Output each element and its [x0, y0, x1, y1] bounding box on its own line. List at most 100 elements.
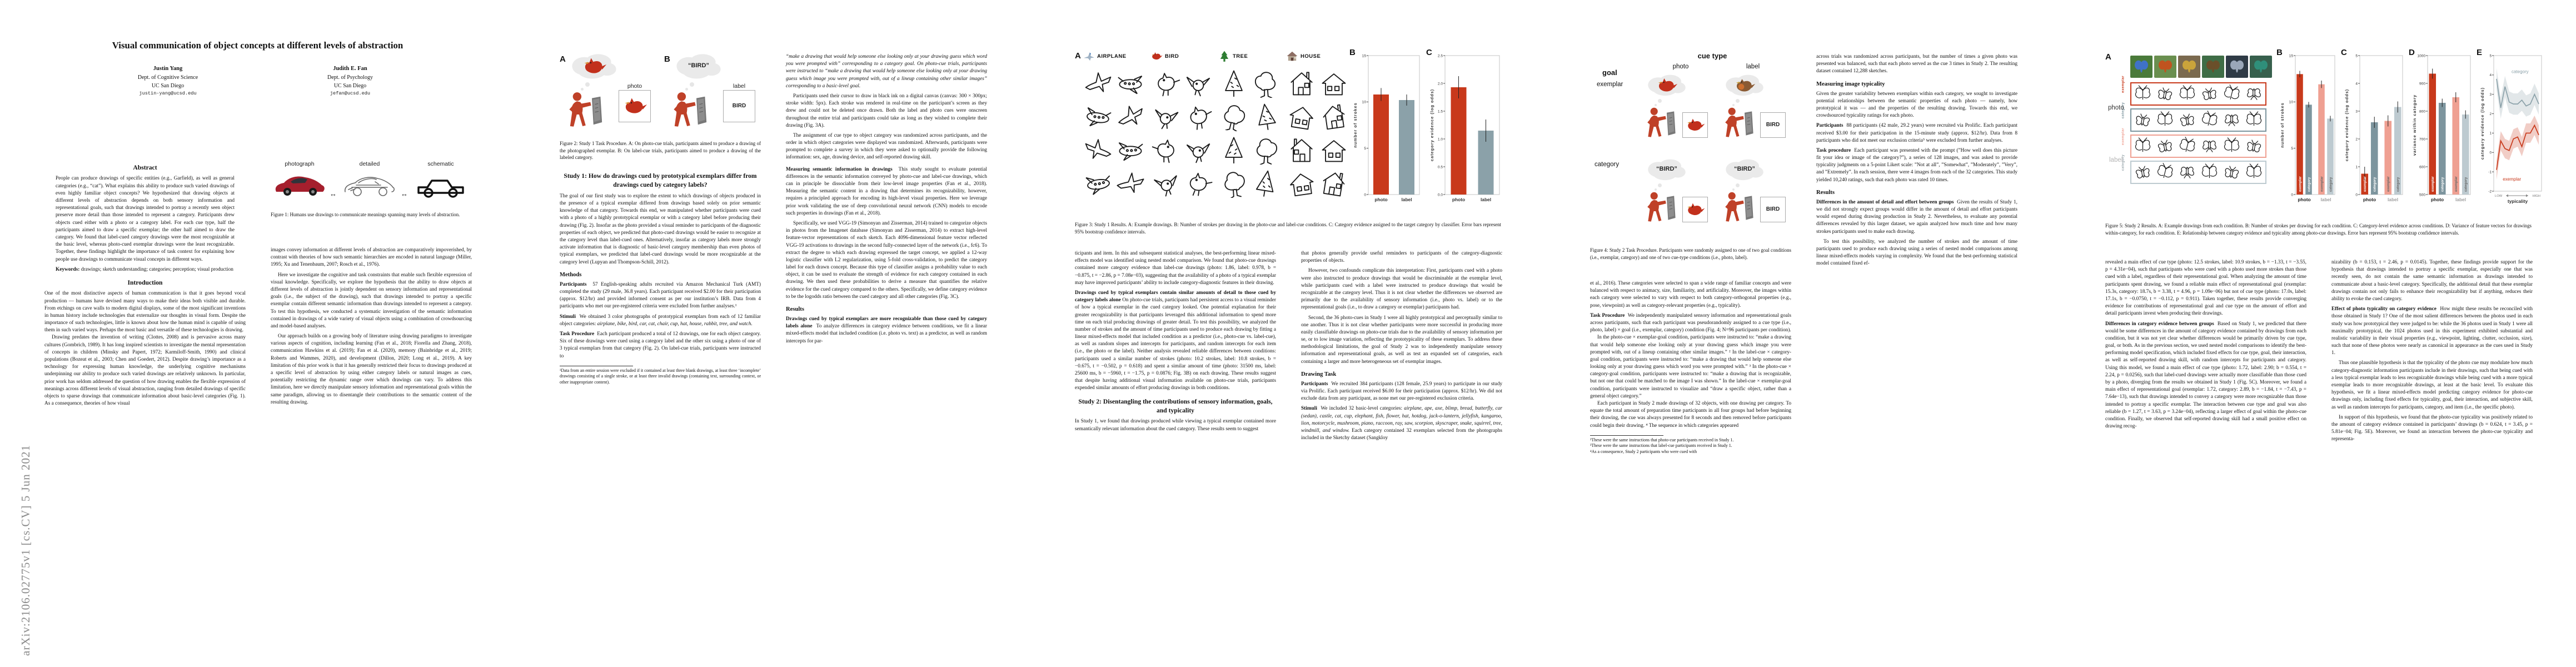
- panel-letter: A: [2105, 52, 2111, 62]
- paragraph: However, two confounds complicate this i…: [1301, 268, 1502, 311]
- page5-right-column: nizability (b = 0.153, t = 2.46, p = 0.0…: [2331, 259, 2533, 444]
- paragraph: The goal of our first study was to explo…: [560, 193, 761, 265]
- evidence-text: Based on Study 1, we predicted that ther…: [2105, 321, 2306, 430]
- recog-label: Drawings cued by typical exemplars are m…: [786, 316, 987, 330]
- stimuli-paragraph: Stimuli We obtained 3 color photographs …: [560, 313, 761, 328]
- bubble-dot: [1655, 104, 1657, 106]
- svg-text:2: 2: [2355, 137, 2358, 141]
- sketch-bird: [1183, 133, 1214, 165]
- bird-icon: [1685, 201, 1705, 218]
- panel-letter: B: [2276, 48, 2283, 57]
- svg-text:900: 900: [2419, 82, 2425, 86]
- results-heading: Results: [1816, 189, 1835, 196]
- svg-text:label: label: [2320, 197, 2331, 202]
- figure-5: A exemplar category exemplar category photo l…: [2105, 47, 2550, 219]
- cue-word: BIRD: [1766, 121, 1780, 128]
- abstract-heading: Abstract: [133, 164, 157, 171]
- figure1-photograph: photograph: [271, 160, 328, 202]
- svg-text:15: 15: [1362, 54, 1367, 58]
- panel-letter: B: [664, 54, 670, 64]
- double-arrow-icon: ↔: [401, 190, 408, 198]
- person-drawing-icon: [1718, 107, 1758, 140]
- category-name: AIRPLANE: [1097, 53, 1127, 59]
- keywords-label: Keywords:: [56, 266, 80, 272]
- svg-text:1000: 1000: [2417, 54, 2425, 58]
- paragraph: ticipants and item. In this and subseque…: [1075, 251, 1276, 286]
- row-goal-label: exemplar: [2121, 128, 2125, 145]
- person-drawing-icon: [561, 91, 607, 130]
- strokes-bar-chart: 0 5 10 15 photo label number of strokes: [1353, 54, 1420, 202]
- svg-text:photo: photo: [2363, 197, 2376, 202]
- paragraph: revealed a main effect of cue type (phot…: [2105, 260, 2306, 317]
- author-email: jefan@ucsd.edu: [330, 90, 371, 96]
- label-group-label: label: [2109, 157, 2123, 163]
- task-paragraph: Task Procedure Each participant produced…: [560, 331, 761, 360]
- cue-word: BIRD: [732, 102, 746, 109]
- figure4-cell: BIRD: [1718, 72, 1787, 153]
- figure4-cell: “BIRD”: [1640, 157, 1709, 238]
- photo-group-label: photo: [2108, 104, 2124, 111]
- figure-2: A photo B “BIRD”: [560, 51, 761, 167]
- bubble-dot: [585, 82, 590, 87]
- svg-text:category evidence (log odds): category evidence (log odds): [2480, 87, 2485, 160]
- sketch-house: [1286, 133, 1317, 165]
- author-affil: UC San Diego: [333, 82, 367, 89]
- svg-text:5: 5: [2355, 54, 2358, 58]
- paragraph: Each participant in Study 2 made drawing…: [1590, 401, 1791, 429]
- detail-label: Drawings cued by typical exemplars conta…: [1075, 290, 1276, 303]
- participants-label: Participants: [560, 281, 587, 287]
- thought-bubble: [1722, 72, 1767, 98]
- svg-text:5: 5: [2291, 147, 2293, 151]
- paragraph: Thus one plausible hypothesis is that th…: [2331, 360, 2533, 410]
- butterfly-photo: [2178, 56, 2200, 78]
- svg-text:700: 700: [2419, 137, 2425, 141]
- sketch-house: [1318, 133, 1349, 165]
- svg-text:800: 800: [2419, 109, 2425, 113]
- typicality-text: How might these results be reconciled wi…: [2331, 306, 2533, 356]
- category-name: BIRD: [1165, 53, 1179, 59]
- sketch-butterfly: [2154, 136, 2176, 156]
- schematic-label: schematic: [427, 161, 454, 167]
- svg-text:label: label: [2388, 197, 2398, 202]
- footnote-1: ¹Data from an entire session were exclud…: [560, 367, 761, 385]
- typicality-line-chart: -2 -1 0 1 2 3 4 5 category exemplar LOW HIGH typical…: [2480, 54, 2542, 204]
- paragraph: that photos generally provide useful rem…: [1301, 251, 1502, 264]
- bird-photo-icon: [1150, 50, 1163, 62]
- figure1-detailed: detailed: [341, 160, 398, 202]
- page4-left-column: cue type photo label goal exemplar categ…: [1590, 51, 1791, 455]
- svg-text:4: 4: [2355, 82, 2358, 86]
- sketch-airplane: [1115, 67, 1146, 98]
- stimuli-paragraph: Stimuli We included 32 basic-level categ…: [1301, 405, 1502, 442]
- sketch-tree: [1218, 67, 1249, 98]
- quote-text: “make a drawing that would help someone …: [786, 54, 987, 89]
- svg-text:exemplar: exemplar: [2503, 177, 2521, 182]
- sketch-butterfly: [2243, 110, 2265, 130]
- task-procedure-text: Each participant was presented with the …: [1816, 147, 2017, 183]
- results-heading: Results: [786, 306, 804, 312]
- label-cue-card: BIRD: [723, 90, 755, 122]
- cue-card: BIRD: [1760, 112, 1786, 138]
- sketch-butterfly: [2221, 162, 2243, 182]
- svg-text:category evidence (log odds): category evidence (log odds): [1429, 89, 1434, 161]
- butterfly-photo: [2226, 56, 2248, 78]
- category-block-tree: TREE: [1218, 49, 1283, 198]
- page1-right-column: photograph ↔ detailed ↔ schematic Figure…: [271, 160, 472, 406]
- task-paragraph: Task Procedure We independently manipula…: [1590, 312, 1791, 335]
- task-text: We independently manipulated sensory inf…: [1590, 312, 1792, 334]
- sketch-airplane: [1083, 133, 1114, 165]
- task-label: Task Procedure: [1590, 312, 1625, 318]
- person-drawing-icon: [1718, 191, 1758, 225]
- svg-text:-2: -2: [2488, 190, 2492, 193]
- sketch-tree: [1218, 100, 1249, 131]
- paragraph: In Study 1, we found that drawings produ…: [1075, 419, 1276, 432]
- sketch-butterfly: [2176, 162, 2198, 182]
- thought-bubble: [1645, 72, 1689, 98]
- task-text: Each participant produced a total of 12 …: [560, 331, 761, 359]
- svg-text:0: 0: [1364, 193, 1366, 197]
- evidence-label: Differences in category evidence between…: [2105, 321, 2214, 327]
- figure-4: cue type photo label goal exemplar categ…: [1590, 51, 1791, 280]
- panel-letter: C: [1426, 48, 1432, 57]
- paragraph: et al., 2016). These categories were sel…: [1590, 281, 1791, 308]
- person-drawing-icon: [1640, 191, 1680, 225]
- sketch-house: [1286, 100, 1317, 131]
